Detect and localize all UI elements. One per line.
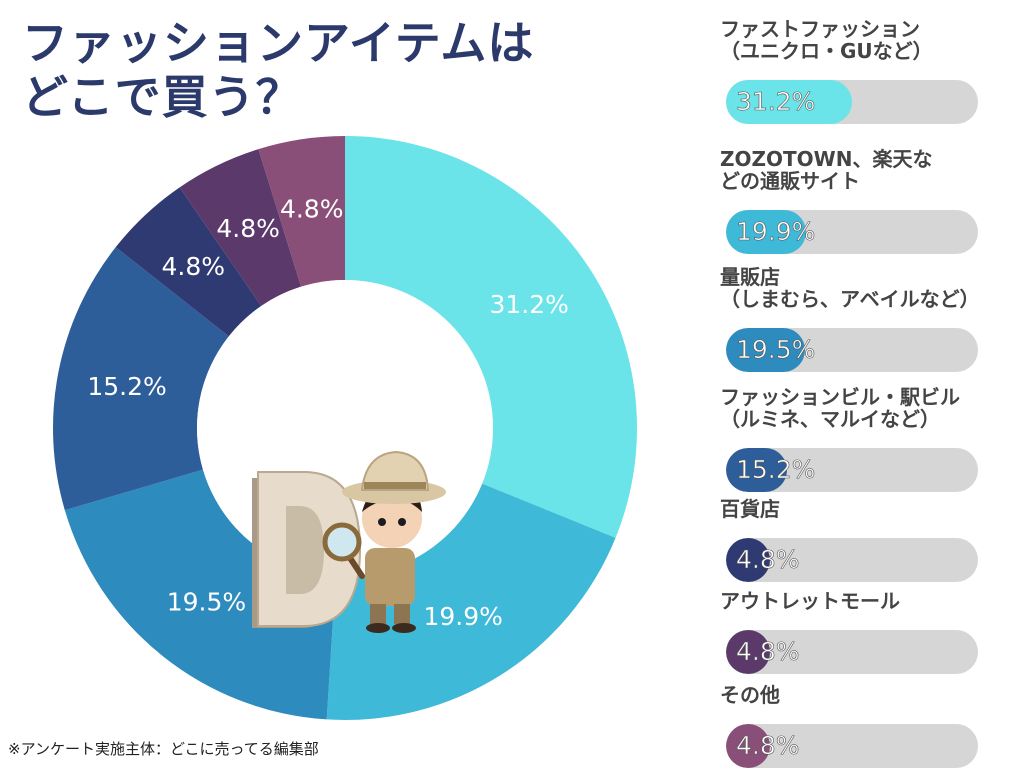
donut-slice-4: [115, 187, 262, 337]
legend-bar-fill-2: [726, 328, 805, 372]
legend-bar-fill-4: [726, 538, 770, 582]
legend-bar-fill-1: [726, 210, 807, 254]
donut-slice-0: [345, 136, 637, 538]
legend-bar-track-3: 15.2%: [726, 448, 978, 492]
donut-slice-2: [64, 469, 336, 720]
footnote: ※アンケート実施主体：どこに売ってる編集部: [8, 740, 319, 758]
legend-bar-value-0: 31.2%: [736, 87, 816, 117]
legend-bar-track-6: 4.8%: [726, 724, 978, 768]
legend-label-line: ZOZOTOWN、楽天な: [720, 147, 933, 171]
legend-label-line: （しまむら、アベイルなど）: [720, 287, 980, 311]
mascot-icon: D: [0, 120, 446, 633]
legend-bar-track-0: 31.2%: [726, 80, 978, 124]
legend-label-line: （ユニクロ・GUなど）: [720, 39, 933, 63]
slice-value-label-5: 4.8%: [216, 214, 280, 243]
legend-label-line: ファストファッション: [720, 17, 920, 41]
donut-slice-5: [179, 149, 302, 307]
slice-labels: 31.2%19.9%19.5%15.2%4.8%4.8%4.8%: [87, 195, 569, 631]
mascot-letter: D: [0, 120, 1, 121]
legend-label-0: ファストファッション （ユニクロ・GUなど）: [720, 18, 1016, 62]
legend-label-2: 量販店 （しまむら、アベイルなど）: [720, 266, 1016, 310]
legend-label-6: その他: [720, 684, 1016, 706]
legend-bar-track-1: 19.9%: [726, 210, 978, 254]
legend-label-line: ファッションビル・駅ビル: [720, 385, 960, 409]
legend-bar-fill-3: [726, 448, 788, 492]
legend-label-4: 百貨店: [720, 498, 1016, 520]
donut-slice-3: [53, 247, 229, 511]
legend-label-line: その他: [720, 683, 780, 707]
legend-bar-track-5: 4.8%: [726, 630, 978, 674]
legend-bar-value-3: 15.2%: [736, 455, 816, 485]
legend-label-1: ZOZOTOWN、楽天な どの通販サイト: [720, 148, 1016, 192]
legend-label-line: （ルミネ、マルイなど）: [720, 407, 940, 431]
legend-label-line: アウトレットモール: [720, 589, 900, 613]
bar-legend: ファストファッション （ユニクロ・GUなど） 31.2% ZOZOTOWN、楽天な どの…: [718, 0, 1018, 768]
legend-bar-fill-6: [726, 724, 770, 768]
slice-value-label-0: 31.2%: [489, 290, 568, 319]
donut-slices: [53, 136, 637, 720]
slice-value-label-6: 4.8%: [280, 195, 344, 224]
legend-label-line: 百貨店: [720, 497, 780, 521]
title-line-2: どこで買う？: [22, 70, 303, 124]
donut-chart: D 31.2%19.9%19.5%15.2%4.8%4.8%4.8%: [0, 120, 637, 720]
donut-slice-1: [326, 483, 616, 720]
legend-label-3: ファッションビル・駅ビル （ルミネ、マルイなど）: [720, 386, 1016, 430]
legend-bar-track-4: 4.8%: [726, 538, 978, 582]
legend-bar-value-6: 4.8%: [736, 731, 800, 761]
legend-bar-value-5: 4.8%: [736, 637, 800, 667]
donut-slice-6: [258, 136, 345, 287]
chart-title: ファッションアイテムは どこで買う？: [22, 16, 662, 124]
legend-label-5: アウトレットモール: [720, 590, 1016, 612]
legend-bar-value-4: 4.8%: [736, 545, 800, 575]
slice-value-label-2: 19.5%: [167, 587, 246, 616]
slice-value-label-3: 15.2%: [87, 372, 166, 401]
legend-bar-track-2: 19.5%: [726, 328, 978, 372]
slice-value-label-4: 4.8%: [162, 252, 226, 281]
title-line-1: ファッションアイテムは: [22, 16, 535, 70]
legend-bar-value-2: 19.5%: [736, 335, 816, 365]
legend-bar-fill-0: [726, 80, 852, 124]
legend-bar-fill-5: [726, 630, 770, 674]
legend-label-line: どの通販サイト: [720, 169, 860, 193]
slice-value-label-1: 19.9%: [423, 602, 502, 631]
legend-bar-value-1: 19.9%: [736, 217, 816, 247]
legend-label-line: 量販店: [720, 265, 780, 289]
